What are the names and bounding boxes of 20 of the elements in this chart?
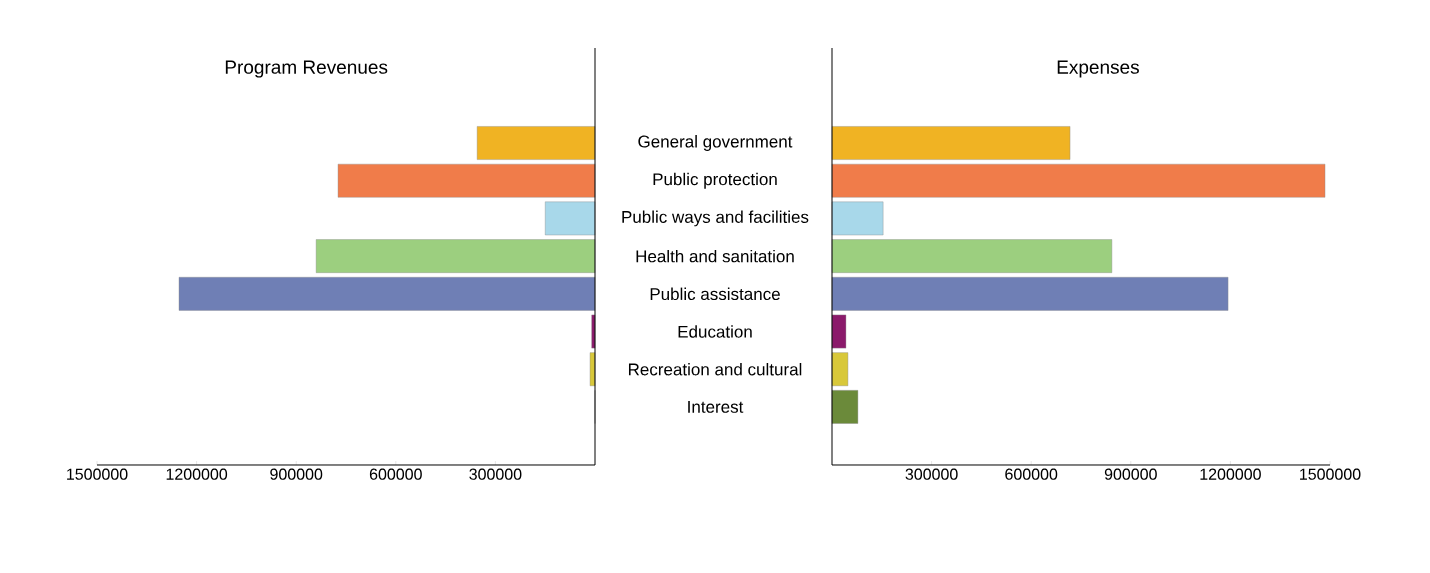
x-tick-label: 300000 xyxy=(905,468,958,480)
y-tick-label: Health and sanitation xyxy=(636,249,794,263)
chart-title: Program Revenues xyxy=(225,60,388,78)
x-tick-label: 900000 xyxy=(270,468,323,480)
x-tick-label: 300000 xyxy=(469,468,522,480)
y-tick-label: Public protection xyxy=(653,172,777,189)
x-tick-label: 600000 xyxy=(369,468,422,480)
x-tick-label: 1500000 xyxy=(67,468,128,480)
y-tick-label: Recreation and cultural xyxy=(628,362,802,376)
y-tick-label: Education xyxy=(678,325,752,338)
x-tick-label: 900000 xyxy=(1104,468,1157,480)
x-tick-label: 600000 xyxy=(1005,468,1058,480)
x-tick-label: 1200000 xyxy=(1200,468,1261,480)
y-tick-label: General government xyxy=(638,135,793,151)
y-tick-label: Public assistance xyxy=(650,287,780,301)
x-tick-label: 1500000 xyxy=(1300,468,1361,480)
y-tick-label: Interest xyxy=(688,401,744,413)
x-tick-label: 1200000 xyxy=(166,468,228,480)
y-tick-label: Public ways and facilities xyxy=(622,210,809,227)
chart-title: Expenses xyxy=(1057,60,1139,78)
